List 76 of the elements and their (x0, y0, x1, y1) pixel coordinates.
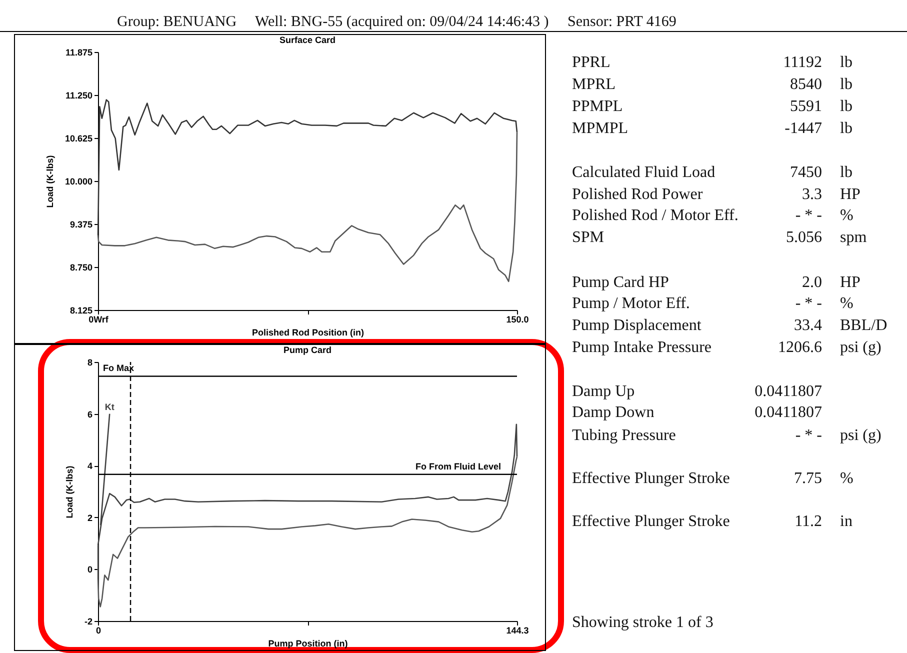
text: 1206.6 (778, 339, 822, 357)
text: 3.3 (802, 186, 822, 204)
text: Pump / Motor Eff. (572, 295, 690, 313)
text: Pump Card HP (572, 274, 669, 292)
chart-title: Pump Card (283, 345, 332, 355)
text: - * - (795, 427, 822, 445)
text: lb (840, 54, 852, 72)
y-tick-label: 6 (87, 409, 92, 420)
text: - * - (795, 207, 822, 225)
text: -1447 (784, 120, 822, 138)
y-axis-title: Load (K-lbs) (64, 466, 74, 518)
text: MPMPL (572, 120, 628, 138)
text: Effective Plunger Stroke (572, 513, 730, 531)
text: 33.4 (794, 317, 822, 335)
text: Group: BENUANG Well: BNG-55 (acquired on: 09/04/24 14:46:43 ) Sensor: PRT 4169 (117, 13, 676, 31)
y-tick-label: 2 (87, 512, 92, 523)
y-tick-label: 11.250 (65, 90, 92, 100)
text: PPRL (572, 54, 610, 72)
y-tick-label: 8.750 (70, 262, 92, 272)
text: Polished Rod Power (572, 186, 703, 204)
y-tick-label: 11.875 (65, 48, 92, 58)
x-tick-label: 0Wrf (88, 314, 110, 324)
text: MPRL (572, 76, 616, 94)
text: 11192 (783, 54, 822, 72)
text: HP (840, 274, 860, 292)
chart-title: Surface Card (279, 35, 336, 45)
text: % (840, 295, 854, 313)
text: lb (840, 164, 852, 182)
text: lb (840, 76, 852, 94)
text: 8540 (790, 76, 822, 94)
text: 0.0411807 (754, 404, 822, 422)
y-tick-label: 8.125 (70, 306, 92, 316)
y-tick-label: 10.000 (64, 176, 92, 186)
text: Pump Intake Pressure (572, 339, 712, 357)
y-tick-label: 0 (87, 564, 92, 575)
text: in (840, 513, 852, 531)
x-axis-title: Pump Position (in) (268, 638, 348, 648)
text: Damp Up (572, 383, 635, 401)
text: psi (g) (840, 427, 882, 445)
ref-line-label: Fo From Fluid Level (415, 461, 501, 472)
text: lb (840, 120, 852, 138)
y-tick-label: 9.375 (70, 220, 92, 230)
y-tick-label: 4 (87, 461, 92, 472)
text: 5.056 (786, 229, 822, 247)
text: Effective Plunger Stroke (572, 470, 730, 488)
text: SPM (572, 229, 604, 247)
series-label: Kt (104, 402, 114, 412)
x-tick-label: 144.3 (506, 626, 529, 636)
text: Showing stroke 1 of 3 (572, 614, 714, 632)
x-tick-label: 150.0 (506, 314, 529, 324)
y-axis-title: Load (K-lbs) (44, 155, 55, 208)
text: 2.0 (802, 274, 822, 292)
text: 0.0411807 (754, 383, 822, 401)
text: Damp Down (572, 404, 654, 422)
text: lb (840, 98, 852, 116)
text: 5591 (790, 98, 822, 116)
x-axis-title: Polished Rod Position (in) (252, 328, 364, 338)
text: Calculated Fluid Load (572, 164, 716, 182)
ref-line-label: Fo Max (103, 363, 134, 374)
text: % (840, 207, 854, 225)
y-tick-label: 10.625 (64, 134, 92, 144)
text: 11.2 (794, 513, 822, 531)
text: HP (840, 186, 860, 204)
text: spm (840, 229, 867, 247)
text: BBL/D (840, 317, 888, 335)
text: 7450 (790, 164, 822, 182)
text: % (840, 470, 854, 488)
y-tick-label: 8 (87, 358, 92, 368)
y-tick-label: -2 (84, 616, 92, 626)
text: Polished Rod / Motor Eff. (572, 207, 738, 225)
text: - * - (795, 295, 822, 313)
text: PPMPL (572, 98, 623, 116)
text: psi (g) (840, 339, 882, 357)
text: Tubing Pressure (572, 427, 676, 445)
text: Pump Displacement (572, 317, 702, 335)
text: 7.75 (794, 470, 822, 488)
